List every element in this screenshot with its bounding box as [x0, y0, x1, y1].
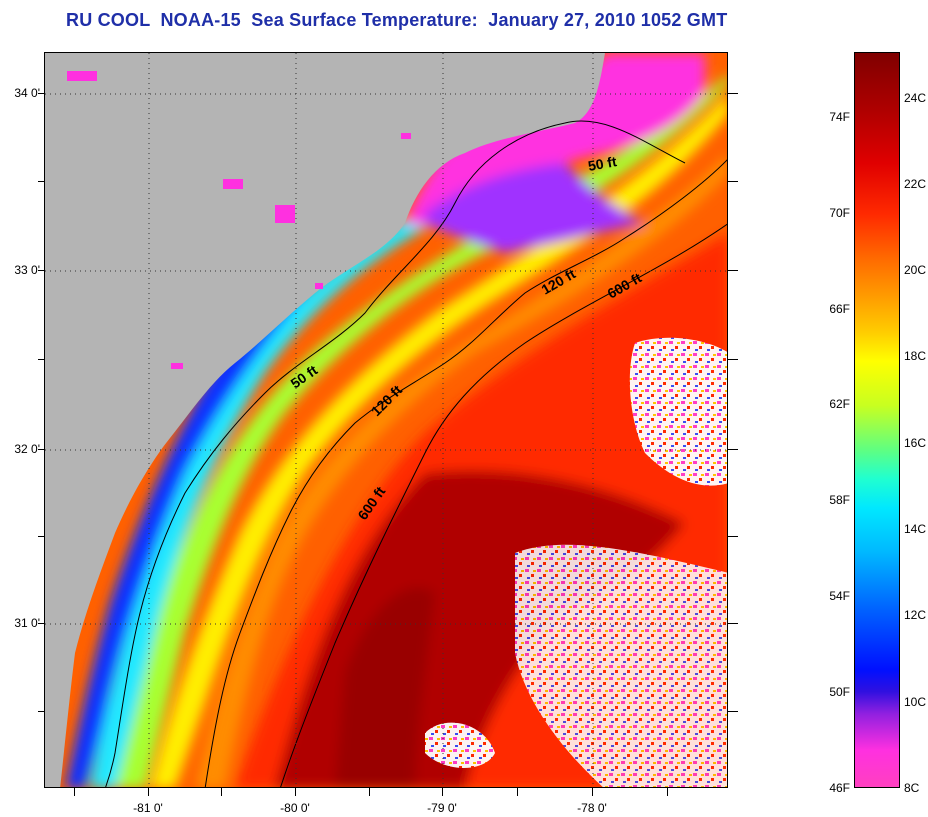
tick-mark — [38, 536, 44, 537]
lon-label: -78 0' — [577, 801, 607, 815]
colorbar-c-label: 18C — [904, 349, 927, 363]
tick-mark — [728, 711, 738, 712]
isobath-label: 50 ft — [587, 153, 618, 174]
map-title: RU COOL NOAA-15 Sea Surface Temperature:… — [66, 10, 728, 30]
tick-mark — [38, 359, 44, 360]
isobath-120ft — [204, 159, 727, 787]
lat-label: 33 0' — [14, 263, 40, 277]
tick-mark — [38, 270, 44, 271]
tick-mark — [38, 449, 44, 450]
isobath-labels: 50 ft 50 ft 120 ft 120 ft 600 ft 600 ft — [288, 153, 645, 523]
tick-mark — [728, 449, 738, 450]
colorbar-c-label: 20C — [904, 263, 927, 277]
tick-mark — [517, 788, 518, 796]
tick-mark — [667, 788, 668, 796]
isobath-contours — [105, 120, 727, 787]
tick-mark — [221, 788, 222, 796]
tick-mark — [728, 270, 738, 271]
tick-mark — [369, 788, 370, 796]
tick-mark — [295, 788, 296, 796]
colorbar-c-label: 22C — [904, 177, 927, 191]
colorbar-f-label: 58F — [829, 493, 850, 507]
sst-map[interactable]: 50 ft 50 ft 120 ft 120 ft 600 ft 600 ft — [44, 52, 728, 788]
colorbar-f-label: 50F — [829, 685, 850, 699]
sst-map-canvas: 50 ft 50 ft 120 ft 120 ft 600 ft 600 ft — [45, 53, 727, 787]
colorbar-c-label: 24C — [904, 91, 927, 105]
colorbar-c-label: 10C — [904, 695, 927, 709]
isobath-50ft — [105, 120, 686, 787]
lat-label: 31 0' — [14, 616, 40, 630]
tick-mark — [592, 788, 593, 796]
tick-mark — [728, 536, 738, 537]
temperature-colorbar — [854, 52, 900, 788]
land-mass — [45, 53, 605, 787]
tick-mark — [148, 788, 149, 796]
graticule — [45, 53, 727, 787]
colorbar-f-label: 74F — [829, 110, 850, 124]
colorbar-f-label: 54F — [829, 589, 850, 603]
tick-mark — [728, 623, 738, 624]
lon-label: -80 0' — [280, 801, 310, 815]
colorbar-f-label: 62F — [829, 397, 850, 411]
colorbar-c-label: 12C — [904, 608, 927, 622]
isobath-600ft — [280, 223, 727, 787]
colorbar-c-label: 16C — [904, 436, 927, 450]
tick-mark — [38, 623, 44, 624]
tick-mark — [38, 711, 44, 712]
tick-mark — [728, 359, 738, 360]
land-specks — [67, 71, 411, 369]
tick-mark — [442, 788, 443, 796]
lat-label: 32 0' — [14, 442, 40, 456]
lon-label: -81 0' — [133, 801, 163, 815]
lon-label: -79 0' — [427, 801, 457, 815]
tick-mark — [38, 93, 44, 94]
colorbar-c-label: 8C — [904, 781, 920, 795]
tick-mark — [74, 788, 75, 796]
colorbar-f-label: 46F — [829, 781, 850, 795]
colorbar-c-label: 14C — [904, 522, 927, 536]
cloud-patches — [425, 337, 727, 787]
colorbar-f-label: 70F — [829, 206, 850, 220]
lat-label: 34 0' — [14, 86, 40, 100]
tick-mark — [728, 93, 738, 94]
colorbar-f-label: 66F — [829, 302, 850, 316]
tick-mark — [38, 181, 44, 182]
tick-mark — [728, 181, 738, 182]
